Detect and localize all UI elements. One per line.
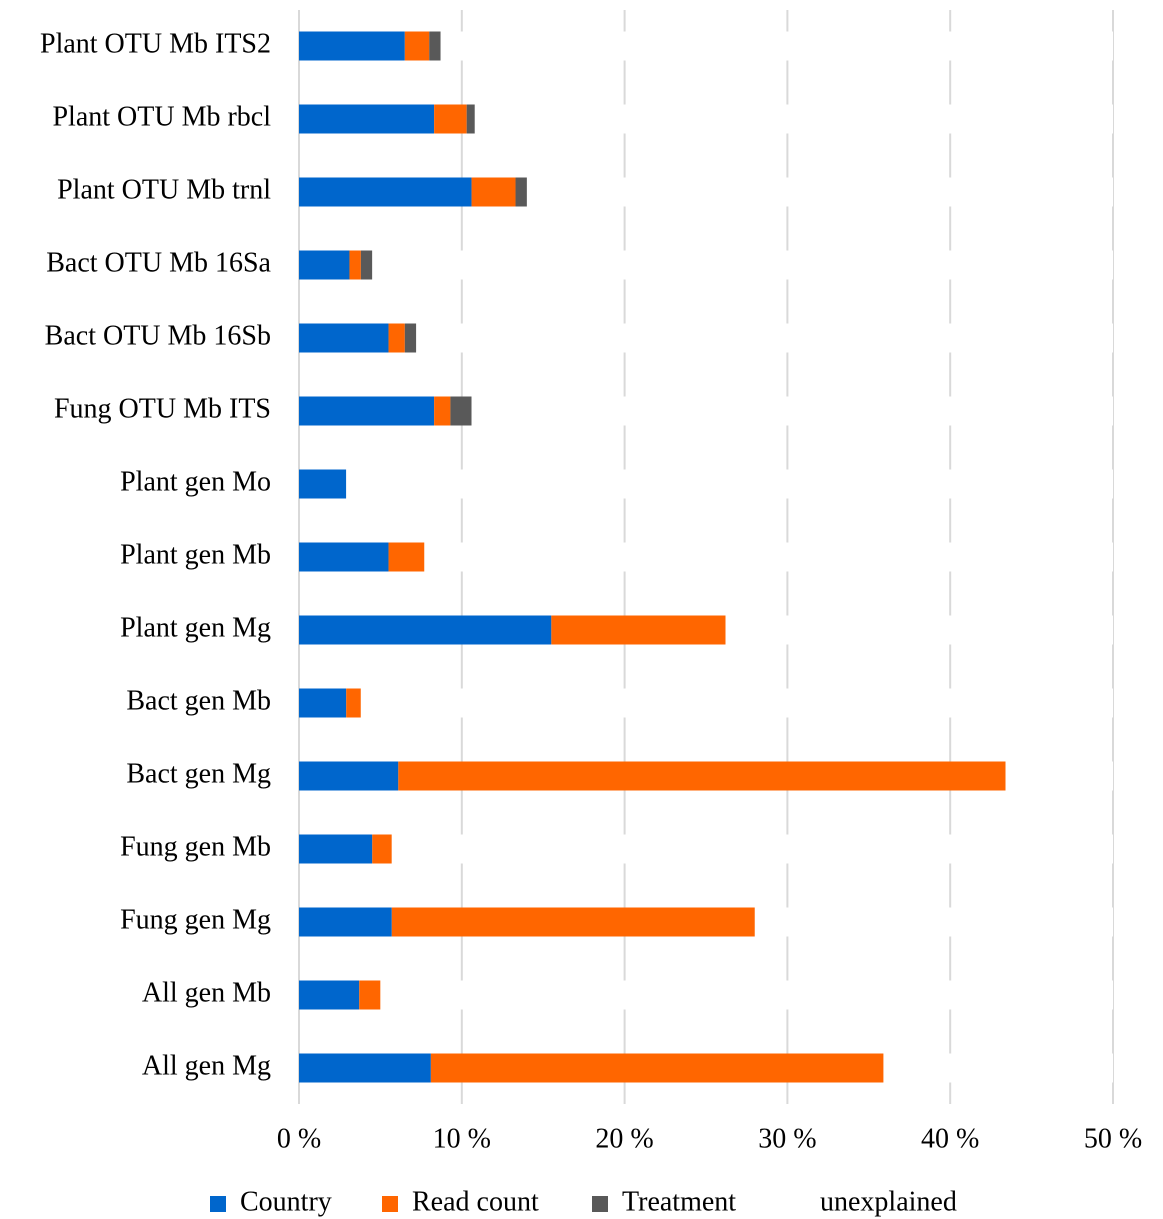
bar-segment [346,688,361,718]
bar-segment [346,469,1113,499]
bar-segment [360,250,373,280]
bar-segment [299,907,392,937]
bar-segment [471,177,516,207]
y-tick-label: All gen Mb [142,977,271,1008]
bar-segment [474,104,1113,134]
bar-segment [398,761,1006,791]
bar-segment [754,907,1113,937]
y-tick-label: Bact gen Mg [126,758,271,789]
bar-segment [299,396,435,426]
bar-segment [434,104,467,134]
x-tick-label: 20 % [595,1123,653,1154]
bar-segment [299,323,389,353]
bar-segment [440,31,1113,61]
bar-segment [360,688,1113,718]
bar-segment [388,323,405,353]
x-tick-label: 50 % [1084,1123,1142,1154]
bar-segment [349,250,361,280]
bar-segment [299,980,360,1010]
y-tick-label: Bact gen Mb [126,685,271,716]
y-tick-label: Plant OTU Mb rbcl [52,101,271,132]
bar-segment [299,104,435,134]
bar-segment [299,615,552,645]
bar-segment [299,250,350,280]
bar-segment [380,980,1113,1010]
bar-segment [434,396,451,426]
bar-segment [372,250,1113,280]
bar-segment [299,177,472,207]
legend-swatch [592,1196,608,1212]
bar-segment [551,615,726,645]
legend-label: Read count [412,1186,539,1217]
y-tick-label: All gen Mg [142,1050,271,1081]
bar-segment [515,177,527,207]
bar-segment [391,907,755,937]
bar-segment [391,834,1113,864]
bar-segment [416,323,1113,353]
y-tick-label: Fung gen Mg [120,904,271,935]
x-tick-label: 40 % [921,1123,979,1154]
bar-segment [299,469,347,499]
bar-segment [430,1053,884,1083]
bar-segment [299,31,405,61]
legend-label: Treatment [622,1186,736,1217]
bar-segment [372,834,392,864]
bar-segment [725,615,1113,645]
bar-segment [299,761,399,791]
bar-segment [299,834,373,864]
bar-segment [450,396,472,426]
y-tick-label: Fung OTU Mb ITS [54,393,271,424]
bar-segment [359,980,381,1010]
bar-segment [471,396,1113,426]
bar-segment [299,1053,431,1083]
legend-swatch [210,1196,226,1212]
bar-segment [883,1053,1113,1083]
bar-segment [526,177,1113,207]
bar-segment [429,31,441,61]
legend-label: unexplained [820,1186,957,1217]
bar-segment [299,688,347,718]
bar-segment [404,323,417,353]
y-tick-label: Plant gen Mg [120,612,271,643]
y-tick-label: Plant OTU Mb ITS2 [40,28,271,59]
y-tick-label: Fung gen Mb [120,831,271,862]
legend-swatch [382,1196,398,1212]
bar-segment [299,542,389,572]
y-tick-label: Plant gen Mb [120,539,271,570]
legend-label: Country [240,1186,332,1217]
bar-segment [1005,761,1113,791]
x-tick-label: 10 % [433,1123,491,1154]
bar-segment [388,542,425,572]
y-tick-label: Bact OTU Mb 16Sa [46,247,271,278]
bar-segment [404,31,430,61]
y-tick-label: Bact OTU Mb 16Sb [45,320,271,351]
y-tick-label: Plant gen Mo [120,466,271,497]
y-tick-label: Plant OTU Mb trnl [57,174,271,205]
x-tick-label: 0 % [277,1123,321,1154]
x-tick-label: 30 % [758,1123,816,1154]
bar-segment [466,104,475,134]
legend-swatch [790,1196,806,1212]
bar-segment [424,542,1113,572]
bars [299,31,1113,1083]
